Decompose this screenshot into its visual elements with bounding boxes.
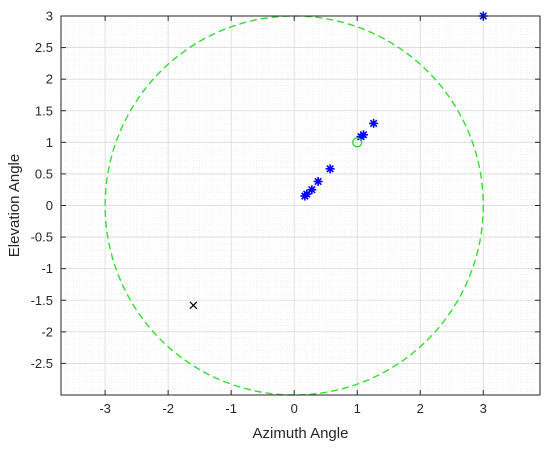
y-tick-label: 0 [46,198,53,213]
y-tick-label: 2 [46,72,53,87]
asterisk-point [307,185,317,195]
x-axis-label: Azimuth Angle [253,425,349,442]
x-tick-label: 1 [354,401,361,416]
data-points [189,11,488,310]
y-tick-label: -0.5 [31,230,53,245]
x-tick-label: 2 [417,401,424,416]
asterisk-point [313,176,323,186]
x-tick-label: -1 [225,401,237,416]
y-tick-label: -1 [41,261,53,276]
x-tick-label: -3 [99,401,111,416]
y-tick-label: 2.5 [35,40,53,55]
x-tick-label: 0 [291,401,298,416]
y-tick-label: 3 [46,9,53,24]
y-tick-label: -1.5 [31,293,53,308]
x-tick-label: 3 [480,401,487,416]
y-tick-label: 0.5 [35,166,53,181]
asterisk-point [369,118,379,128]
x-tick-label: -2 [162,401,174,416]
asterisk-point [359,130,369,140]
y-tick-label: 1 [46,135,53,150]
x-axis-ticks: -3 -2 -1 0 1 2 3 [99,16,487,416]
major-grid [61,15,540,395]
circle-point [352,137,363,148]
asterisk-point [325,164,335,174]
cross-point [189,301,198,310]
y-tick-label: 1.5 [35,103,53,118]
y-tick-label: -2.5 [31,356,53,371]
y-axis-ticks: -2.5 -2 -1.5 -1 -0.5 0 0.5 1 1.5 2 2.5 3 [31,9,540,371]
y-tick-label: -2 [41,324,53,339]
y-axis-label: Elevation Angle [6,154,23,257]
